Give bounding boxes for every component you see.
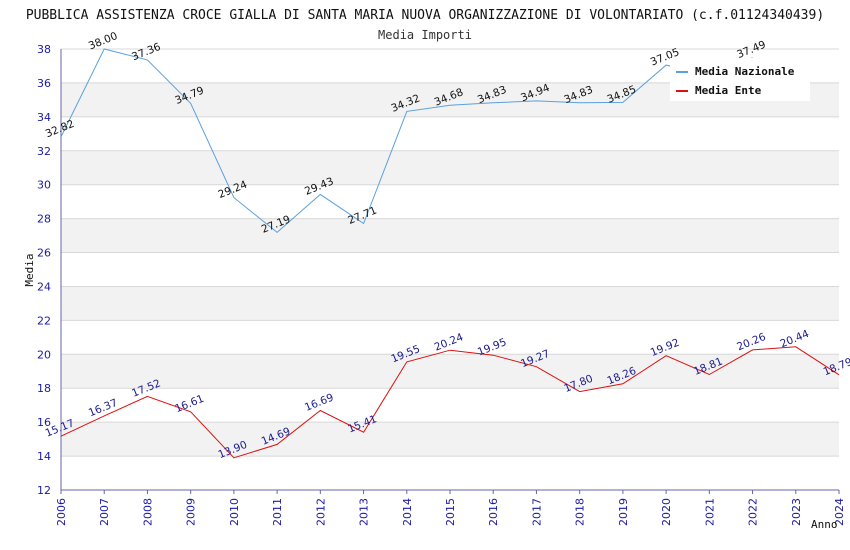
y-tick-label: 12 [37,484,51,497]
y-tick-label: 30 [37,179,51,192]
x-tick-label: 2013 [358,498,371,526]
chart-subtitle: Media Importi [378,28,472,42]
x-tick-label: 2019 [617,498,630,526]
series-line-media-nazionale [60,48,753,234]
legend-box [670,58,810,101]
y-axis-label: Media [23,253,36,286]
grid-band [61,218,839,253]
x-tick-label: 2024 [833,498,846,526]
grid-band [61,252,839,287]
y-tick-label: 36 [37,77,51,90]
x-tick-label: 2011 [271,498,284,526]
y-tick-label: 20 [37,348,51,361]
x-axis-ticks: 2006 2007 2008 2009 2010 2011 2012 2013 2014 2015… [55,490,846,526]
y-axis-ticks: 12 14 16 18 20 22 24 26 28 30 32 34 36 38 [37,43,51,497]
grid-band [61,456,839,490]
y-tick-label: 32 [37,145,51,158]
y-tick-label: 38 [37,43,51,56]
series-lines [60,48,840,459]
grid-band [61,422,839,457]
y-tick-label: 34 [37,111,51,124]
y-tick-label: 28 [37,213,51,226]
x-tick-label: 2006 [55,498,68,526]
x-tick-label: 2022 [747,498,760,526]
y-tick-label: 16 [37,416,51,429]
grid-bands [61,49,839,490]
series-line-media-ente [60,346,840,459]
y-tick-label: 24 [37,280,51,293]
x-tick-label: 2015 [444,498,457,526]
x-tick-label: 2012 [314,498,327,526]
grid-band [61,354,839,389]
legend-label-media-nazionale: Media Nazionale [695,65,795,78]
legend: Media Nazionale Media Ente [670,58,810,101]
x-tick-label: 2014 [401,498,414,526]
x-tick-label: 2007 [98,498,111,526]
grid-band [61,388,839,423]
y-tick-label: 26 [37,247,51,260]
y-tick-label: 22 [37,314,51,327]
grid-band [61,116,839,151]
x-tick-label: 2008 [141,498,154,526]
chart-title: PUBBLICA ASSISTENZA CROCE GIALLA DI SANT… [26,8,824,23]
x-tick-label: 2009 [185,498,198,526]
grid-band [61,150,839,185]
grid-band [61,184,839,219]
x-axis-label: Anno [811,518,838,531]
x-tick-label: 2016 [487,498,500,526]
x-tick-label: 2017 [530,498,543,526]
y-tick-label: 18 [37,382,51,395]
x-tick-label: 2020 [660,498,673,526]
grid-band [61,320,839,355]
x-tick-label: 2021 [703,498,716,526]
legend-label-media-ente: Media Ente [695,84,762,97]
y-tick-label: 14 [37,450,51,463]
grid-band [61,286,839,321]
x-tick-label: 2018 [574,498,587,526]
x-tick-label: 2010 [228,498,241,526]
x-tick-label: 2023 [790,498,803,526]
